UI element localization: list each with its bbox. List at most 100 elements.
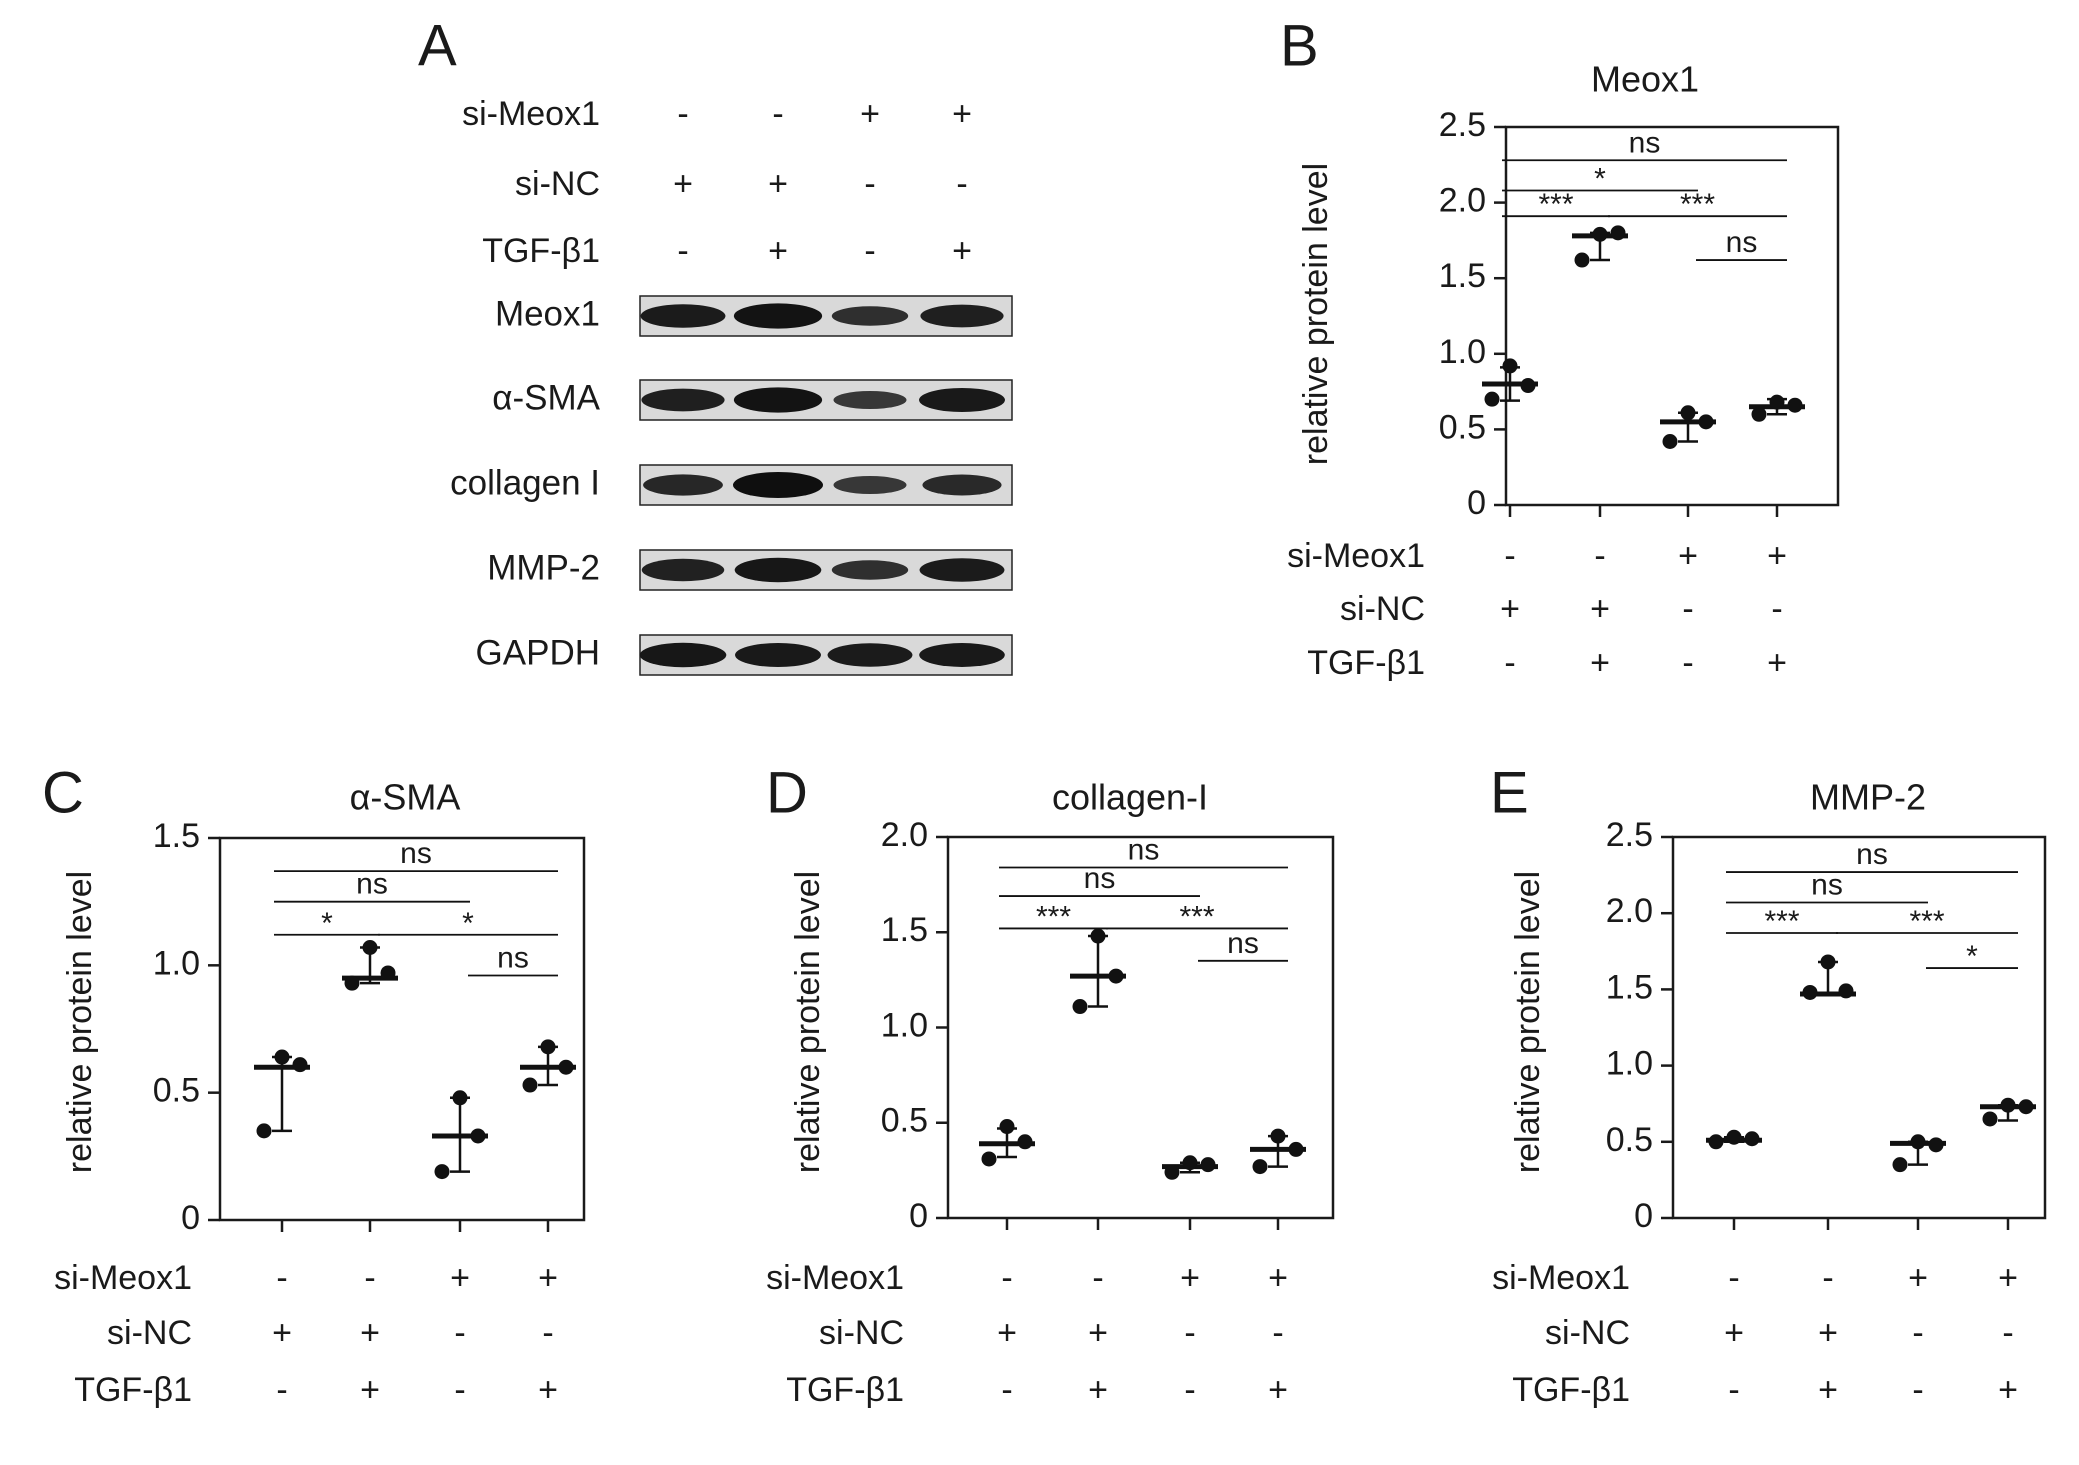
condition-label: si-NC (819, 1314, 904, 1352)
condition-sign: - (1001, 1371, 1012, 1409)
y-tick-label: 2.0 (1606, 892, 1653, 930)
blot-condition-label: TGF-β1 (482, 232, 600, 270)
condition-sign: + (1500, 590, 1520, 628)
significance-label: *** (1179, 900, 1214, 933)
panel-letter-e: E (1490, 760, 1529, 825)
data-point (292, 1057, 308, 1073)
y-axis-label: relative protein level (61, 871, 99, 1173)
data-point (1680, 405, 1696, 421)
condition-label: si-Meox1 (1287, 537, 1425, 575)
blot-band-label: Meox1 (495, 294, 600, 333)
blot-condition-label: si-NC (515, 165, 600, 203)
y-tick-label: 0.5 (153, 1072, 200, 1110)
data-point (2000, 1097, 2016, 1113)
blot-band (641, 558, 725, 582)
data-point (1769, 394, 1785, 410)
data-point (1708, 1134, 1724, 1150)
condition-sign: + (1590, 590, 1610, 628)
condition-sign: - (1272, 1314, 1283, 1352)
y-tick-label: 1.5 (1439, 257, 1486, 295)
blot-condition-sign: - (677, 232, 688, 270)
condition-label: si-Meox1 (766, 1259, 904, 1297)
y-tick-label: 0 (909, 1197, 928, 1235)
blot-band (919, 387, 1005, 413)
y-tick-label: 1.5 (881, 911, 928, 949)
condition-sign: - (1504, 537, 1515, 575)
y-tick-label: 2.0 (881, 816, 928, 854)
data-point (1928, 1137, 1944, 1153)
data-point (981, 1151, 997, 1167)
chart-title: collagen-I (1052, 777, 1208, 818)
data-point (1787, 397, 1803, 413)
blot-condition-sign: + (860, 95, 880, 133)
significance-label: ns (1726, 226, 1758, 259)
condition-sign: - (1912, 1314, 1923, 1352)
blot-band (831, 560, 909, 580)
condition-label: si-NC (1340, 590, 1425, 628)
data-point (1751, 406, 1767, 422)
condition-sign: + (1088, 1314, 1108, 1352)
significance-label: * (321, 907, 333, 940)
panel-letter-d: D (766, 760, 808, 825)
data-point (1892, 1157, 1908, 1173)
blot-band (643, 474, 723, 496)
chart-title: α-SMA (350, 777, 461, 818)
significance-label: *** (1538, 188, 1573, 221)
condition-label: si-NC (107, 1314, 192, 1352)
condition-sign: + (1590, 644, 1610, 682)
condition-sign: + (1088, 1371, 1108, 1409)
condition-sign: + (997, 1314, 1017, 1352)
blot-condition-sign: + (768, 165, 788, 203)
condition-label: TGF-β1 (1307, 644, 1425, 682)
blot-band (735, 642, 821, 668)
data-point (1574, 252, 1590, 268)
blot-band (833, 391, 907, 409)
data-point (452, 1090, 468, 1106)
condition-sign: + (1268, 1259, 1288, 1297)
y-tick-label: 2.0 (1439, 182, 1486, 220)
significance-label: *** (1036, 900, 1071, 933)
blot-band-label: MMP-2 (487, 548, 600, 587)
significance-label: ns (400, 837, 432, 870)
data-point (1744, 1131, 1760, 1147)
condition-sign: - (1184, 1371, 1195, 1409)
condition-label: si-NC (1545, 1314, 1630, 1352)
significance-label: * (1966, 940, 1978, 973)
chart-title: MMP-2 (1810, 777, 1926, 818)
data-point (380, 965, 396, 981)
condition-sign: - (1594, 537, 1605, 575)
panel-letter-a: A (418, 13, 457, 78)
plot-frame (946, 835, 1335, 1220)
y-tick-label: 1.0 (1606, 1045, 1653, 1083)
data-point (256, 1123, 272, 1139)
data-point (2018, 1099, 2034, 1115)
blot-band (919, 558, 1005, 582)
panel-letter-c: C (42, 760, 84, 825)
y-tick-label: 0 (181, 1199, 200, 1237)
significance-label: ns (497, 942, 529, 975)
plot-frame (218, 836, 586, 1222)
y-tick-label: 1.0 (881, 1006, 928, 1044)
data-point (1182, 1155, 1198, 1171)
data-point (1252, 1159, 1268, 1175)
condition-sign: + (1818, 1371, 1838, 1409)
chart-title: Meox1 (1591, 59, 1699, 100)
y-tick-label: 0 (1467, 484, 1486, 522)
condition-sign: - (2002, 1314, 2013, 1352)
data-point (1910, 1134, 1926, 1150)
data-point (1270, 1128, 1286, 1144)
data-point (1288, 1141, 1304, 1157)
blot-condition-sign: + (952, 232, 972, 270)
condition-sign: + (1767, 644, 1787, 682)
blot-band (639, 642, 727, 668)
data-point (1164, 1164, 1180, 1180)
condition-sign: + (1268, 1371, 1288, 1409)
blot-condition-sign: - (864, 165, 875, 203)
blot-band (833, 476, 907, 494)
condition-sign: - (1001, 1259, 1012, 1297)
condition-sign: - (454, 1371, 465, 1409)
data-point (1520, 378, 1536, 394)
blot-band (640, 304, 726, 328)
data-point (274, 1049, 290, 1065)
